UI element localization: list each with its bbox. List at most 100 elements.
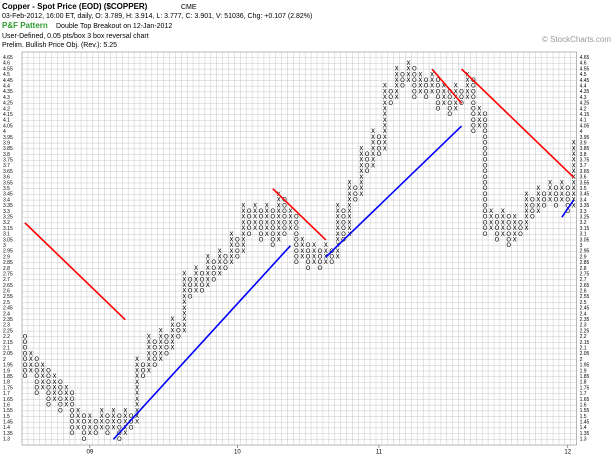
- box: X: [206, 265, 210, 272]
- y-tick-label: 2.55: [580, 294, 590, 300]
- box: O: [483, 219, 488, 226]
- y-tick-label: 4.1: [580, 118, 587, 124]
- box: O: [164, 339, 169, 346]
- box: O: [82, 419, 87, 426]
- box: X: [29, 362, 33, 369]
- box: X: [442, 88, 446, 95]
- y-tick-label: 1.55: [580, 408, 590, 414]
- y-tick-label: 4.35: [580, 89, 590, 95]
- y-tick-label: 4.25: [580, 101, 590, 107]
- box: X: [501, 208, 505, 215]
- box: O: [247, 231, 252, 238]
- y-tick-label: 2.9: [3, 254, 10, 260]
- box: O: [70, 407, 75, 414]
- box: X: [147, 345, 151, 352]
- box: O: [483, 197, 488, 204]
- box: X: [465, 83, 469, 90]
- box: X: [524, 202, 528, 209]
- trendline: [561, 199, 575, 218]
- box: X: [454, 100, 458, 107]
- box: X: [347, 214, 351, 221]
- box: O: [483, 134, 488, 141]
- box: O: [294, 259, 299, 266]
- box: X: [336, 248, 340, 255]
- box: O: [483, 202, 488, 209]
- box: X: [572, 185, 576, 192]
- box: O: [58, 402, 63, 409]
- box: X: [159, 356, 163, 363]
- box: X: [489, 225, 493, 232]
- box: X: [123, 407, 127, 414]
- box: O: [377, 151, 382, 158]
- pnf-column: OOO: [400, 71, 405, 89]
- box: O: [542, 191, 547, 198]
- y-tick-label: 2.95: [580, 249, 590, 255]
- y-tick-label: 4.55: [580, 66, 590, 72]
- note: Prelim. Bullish Price Obj. (Rev.): 5.25: [2, 42, 117, 49]
- y-tick-label: 1.9: [580, 368, 587, 374]
- box: X: [41, 385, 45, 392]
- y-tick-label: 1.75: [3, 385, 13, 391]
- box: O: [353, 191, 358, 198]
- box: O: [188, 293, 193, 300]
- box: X: [241, 242, 245, 249]
- y-tick-label: 1.7: [580, 391, 587, 397]
- box: O: [294, 219, 299, 226]
- box: O: [412, 66, 417, 73]
- y-tick-label: 4.6: [580, 61, 587, 67]
- y-tick-label: 2.4: [3, 311, 10, 317]
- box: O: [471, 88, 476, 95]
- box: X: [123, 430, 127, 437]
- box: O: [235, 248, 240, 255]
- box: X: [218, 265, 222, 272]
- box: X: [229, 248, 233, 255]
- box: X: [100, 413, 104, 420]
- box: X: [265, 214, 269, 221]
- box: X: [253, 219, 257, 226]
- box: O: [141, 373, 146, 380]
- y-tick-label: 3.35: [3, 203, 13, 209]
- box: O: [294, 248, 299, 255]
- box: X: [442, 94, 446, 101]
- box: X: [229, 236, 233, 243]
- box: O: [23, 367, 28, 374]
- box: O: [495, 236, 500, 243]
- box: X: [194, 288, 198, 295]
- box: X: [489, 214, 493, 221]
- box: X: [572, 151, 576, 158]
- box: O: [23, 356, 28, 363]
- box: X: [88, 419, 92, 426]
- box: X: [560, 185, 564, 192]
- box: X: [548, 191, 552, 198]
- box: X: [501, 231, 505, 238]
- y-tick-label: 3.6: [3, 175, 10, 181]
- box: O: [117, 419, 122, 426]
- y-tick-label: 2.6: [3, 289, 10, 295]
- box: O: [506, 242, 511, 249]
- y-tick-label: 1.6: [580, 402, 587, 408]
- box: O: [129, 419, 134, 426]
- x-tick-label: 09: [87, 450, 94, 456]
- y-tick-label: 4.15: [580, 112, 590, 118]
- box: X: [572, 180, 576, 187]
- box: O: [530, 197, 535, 204]
- box: X: [265, 231, 269, 238]
- box: X: [182, 322, 186, 329]
- y-tick-label: 3.8: [3, 152, 10, 158]
- box: O: [329, 259, 334, 266]
- box: O: [483, 128, 488, 135]
